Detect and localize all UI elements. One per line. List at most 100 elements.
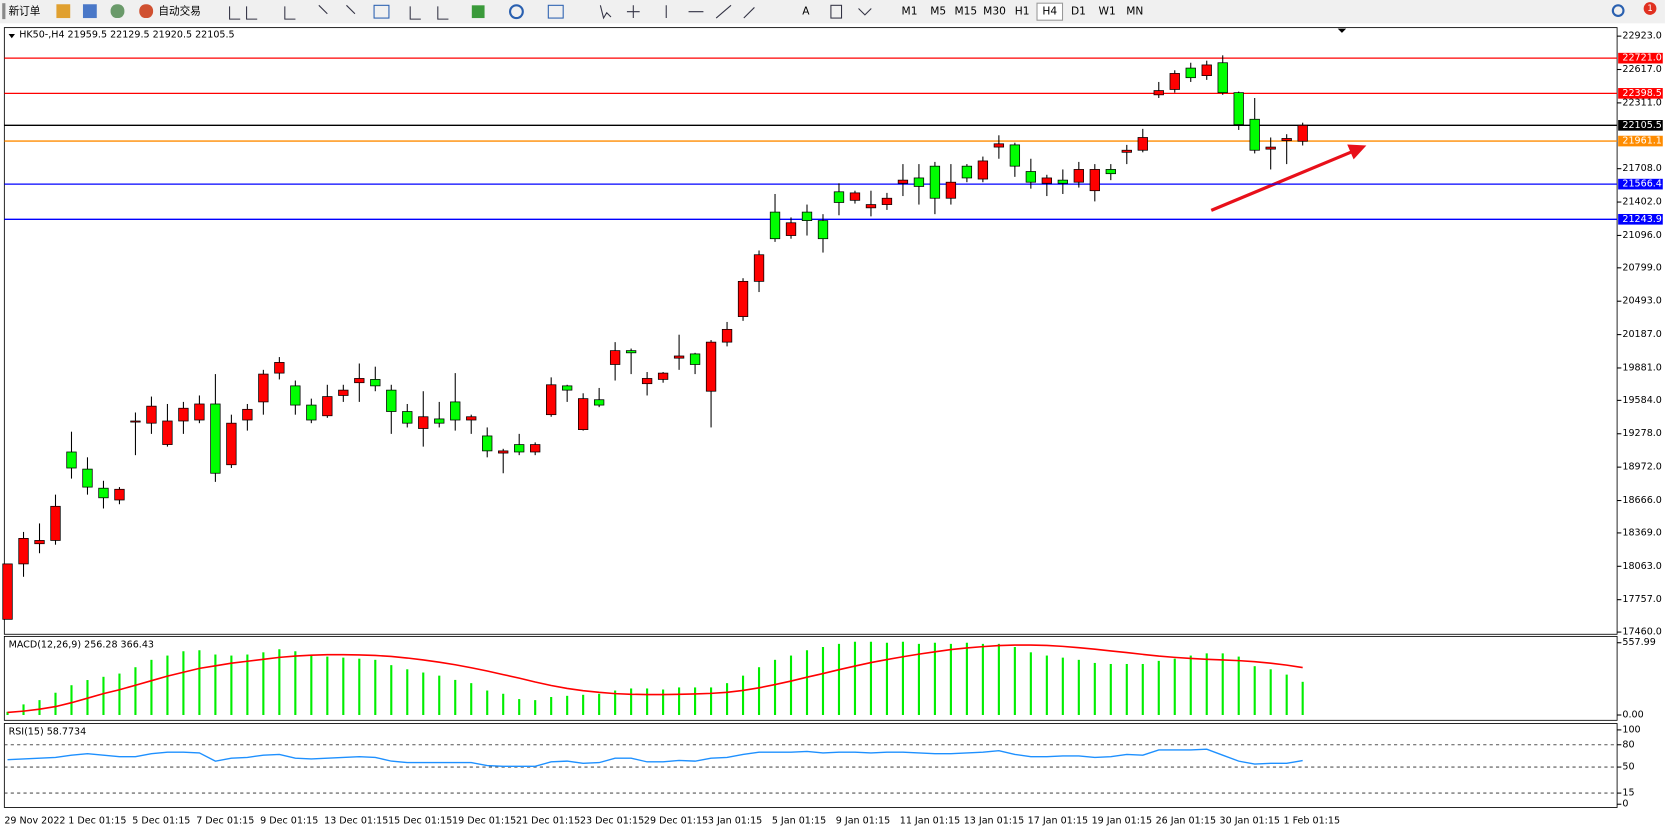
icon[interactable] xyxy=(82,4,97,19)
timeframe[interactable]: D1 xyxy=(1071,5,1086,18)
arrow-shaft xyxy=(1210,150,1353,212)
candle-body xyxy=(785,222,797,236)
timeframe[interactable]: H1 xyxy=(1015,5,1030,18)
x-tick-label: 26 Jan 01:15 xyxy=(1156,816,1216,827)
candle-body xyxy=(1185,67,1196,79)
menu-marker xyxy=(8,33,15,39)
candle-body xyxy=(530,444,541,453)
x-tick-label: 30 Jan 01:15 xyxy=(1220,816,1280,827)
candle-body xyxy=(1105,169,1116,175)
level-label: 22105.5 xyxy=(1622,120,1661,131)
candle-body xyxy=(721,328,733,343)
timeframe[interactable]: M30 xyxy=(983,5,1006,18)
candle-body xyxy=(450,401,461,421)
timeframe[interactable]: M5 xyxy=(930,5,946,18)
candle-body xyxy=(929,165,941,199)
search[interactable] xyxy=(1611,4,1625,17)
y-tick-label: 557.99 xyxy=(1622,637,1655,648)
macd-title: MACD(12,26,9) 256.28 366.43 xyxy=(9,639,154,650)
candle-body xyxy=(322,396,333,417)
candle-body xyxy=(881,197,893,205)
icon[interactable] xyxy=(373,4,390,19)
signal-line xyxy=(7,644,1303,714)
trend-arrow xyxy=(1210,144,1367,212)
candle-body xyxy=(434,418,445,424)
timeframe[interactable]: M1 xyxy=(902,5,918,18)
icon[interactable] xyxy=(508,4,524,20)
candle-body xyxy=(1089,169,1100,192)
candle-body xyxy=(1137,137,1148,151)
candle-body xyxy=(753,254,765,282)
candle-body xyxy=(673,355,685,359)
rsi-panel xyxy=(3,723,1618,808)
candle-body xyxy=(1009,144,1021,167)
x-tick-label: 5 Jan 01:15 xyxy=(772,816,826,827)
icon[interactable] xyxy=(858,8,872,16)
y-tick-label: 22311.0 xyxy=(1622,97,1661,108)
timeframe[interactable]: H4 xyxy=(1042,5,1057,18)
text-tool[interactable]: A xyxy=(802,5,810,18)
new-order[interactable]: 新订单 xyxy=(9,5,41,18)
icon[interactable] xyxy=(139,4,154,19)
candle-body xyxy=(833,191,845,203)
y-tick-label: 21708.0 xyxy=(1622,163,1661,174)
candle-body xyxy=(146,405,157,424)
candle-body xyxy=(546,384,557,416)
candle-body xyxy=(402,411,413,424)
x-tick-label: 9 Jan 01:15 xyxy=(836,816,890,827)
candle-body xyxy=(162,420,173,445)
timeframe[interactable]: M15 xyxy=(955,5,978,18)
x-tick-label: 29 Nov 2022 xyxy=(4,816,65,827)
candle-body xyxy=(130,420,141,423)
level-label-bg xyxy=(1618,135,1663,147)
notification-count: 1 xyxy=(1647,4,1652,14)
auto-trading[interactable]: 自动交易 xyxy=(158,5,200,18)
level-label-bg xyxy=(1618,213,1663,225)
x-tick-label: 5 Dec 01:15 xyxy=(132,816,190,827)
icon[interactable] xyxy=(56,4,71,19)
icon[interactable] xyxy=(830,4,843,19)
candle-body xyxy=(370,379,381,387)
icon[interactable] xyxy=(547,4,564,19)
y-tick-label: 100 xyxy=(1622,724,1640,735)
x-tick-label: 19 Dec 01:15 xyxy=(452,816,516,827)
y-tick-label: 18666.0 xyxy=(1622,495,1661,506)
candle-body xyxy=(1057,179,1068,184)
candle-body xyxy=(482,435,493,452)
y-tick-label: 15 xyxy=(1622,788,1634,799)
icon[interactable] xyxy=(471,5,485,19)
level-label-bg xyxy=(1618,178,1663,190)
x-tick-label: 1 Dec 01:15 xyxy=(68,816,126,827)
y-tick-label: 17460.0 xyxy=(1622,627,1661,638)
y-tick-label: 19881.0 xyxy=(1622,362,1661,373)
level-label: 21961.1 xyxy=(1622,136,1661,147)
level-label-bg xyxy=(1618,88,1663,99)
x-tick-label: 7 Dec 01:15 xyxy=(196,816,254,827)
toolbar-items: 新订单 自动交易 A M1 M5 M15 M30 H1 H4 D1 W1 MN 1 xyxy=(2,2,1657,21)
icon[interactable] xyxy=(110,4,125,19)
level-label-bg xyxy=(1618,52,1663,64)
notification-badge xyxy=(1643,2,1657,15)
level-label: 22721.0 xyxy=(1622,53,1661,64)
tool-icons[interactable] xyxy=(229,4,755,20)
timeframe[interactable]: MN xyxy=(1126,5,1143,18)
level-label-bg xyxy=(1618,119,1663,131)
candle-body xyxy=(210,403,221,474)
candle-body xyxy=(82,468,93,488)
candle-body xyxy=(1281,138,1292,142)
shift-marker xyxy=(1337,28,1347,33)
candle-body xyxy=(290,385,301,406)
y-tick-label: 21402.0 xyxy=(1622,197,1661,208)
candle-body xyxy=(114,488,125,501)
level-label: 21566.4 xyxy=(1622,179,1661,190)
active-timeframe xyxy=(1036,2,1064,21)
candle-body xyxy=(993,143,1005,148)
y-tick-label: 21096.0 xyxy=(1622,230,1661,241)
candle-body xyxy=(737,280,749,317)
candle-body xyxy=(801,211,813,221)
candle-body xyxy=(849,192,861,201)
candle-body xyxy=(689,353,701,365)
x-tick-label: 21 Dec 01:15 xyxy=(516,816,580,827)
timeframe[interactable]: W1 xyxy=(1099,5,1116,18)
